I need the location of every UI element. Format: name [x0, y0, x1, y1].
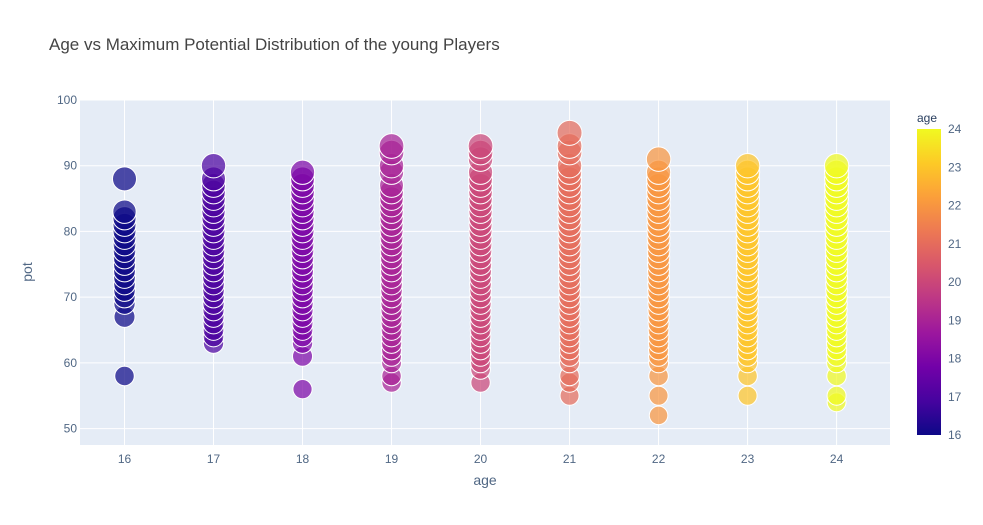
x-tick-label: 18	[296, 452, 310, 466]
colorbar-tick-label: 17	[948, 390, 962, 404]
x-tick-label: 17	[207, 452, 221, 466]
y-tick-label: 70	[64, 290, 78, 304]
data-point	[378, 133, 405, 159]
data-point	[734, 153, 761, 179]
data-point	[645, 146, 672, 172]
colorbar-tick-label: 19	[948, 313, 962, 327]
x-tick-label: 22	[652, 452, 666, 466]
x-tick-label: 21	[563, 452, 577, 466]
colorbar-tick-label: 23	[948, 160, 962, 174]
colorbar-tick-label: 21	[948, 237, 962, 251]
data-points	[111, 119, 850, 426]
data-point	[111, 166, 138, 192]
data-point	[737, 385, 758, 406]
data-point	[648, 385, 669, 406]
data-point	[826, 385, 847, 406]
x-tick-label: 20	[474, 452, 488, 466]
data-point	[556, 119, 583, 146]
y-tick-label: 60	[64, 356, 78, 370]
y-tick-label: 100	[57, 93, 77, 107]
y-tick-labels: 50 60 70 80 90 100	[57, 93, 77, 436]
chart-title: Age vs Maximum Potential Distribution of…	[49, 35, 500, 54]
y-tick-label: 90	[64, 159, 78, 173]
data-point	[114, 365, 135, 387]
x-tick-labels: 16 17 18 19 20 21 22 23 24	[118, 452, 844, 466]
x-tick-label: 23	[741, 452, 755, 466]
data-point	[467, 133, 494, 159]
colorbar-tick-label: 16	[948, 428, 962, 442]
colorbar-tick-label: 24	[948, 122, 962, 136]
colorbar-tick-label: 18	[948, 352, 962, 366]
data-point	[823, 153, 850, 179]
data-point	[112, 199, 137, 224]
data-point	[289, 159, 316, 185]
colorbar-title: age	[917, 111, 937, 125]
y-tick-label: 80	[64, 224, 78, 238]
y-tick-label: 50	[64, 422, 78, 436]
y-axis-title: pot	[19, 262, 35, 282]
data-point	[200, 153, 227, 179]
x-axis-title: age	[473, 472, 497, 488]
x-tick-label: 19	[385, 452, 399, 466]
x-tick-label: 16	[118, 452, 132, 466]
colorbar	[917, 129, 941, 435]
data-point	[292, 379, 313, 400]
colorbar-tick-labels: 16 17 18 19 20 21 22 23 24	[948, 122, 962, 442]
x-tick-label: 24	[830, 452, 844, 466]
data-point	[648, 405, 669, 426]
colorbar-tick-label: 22	[948, 199, 962, 213]
colorbar-tick-label: 20	[948, 275, 962, 289]
